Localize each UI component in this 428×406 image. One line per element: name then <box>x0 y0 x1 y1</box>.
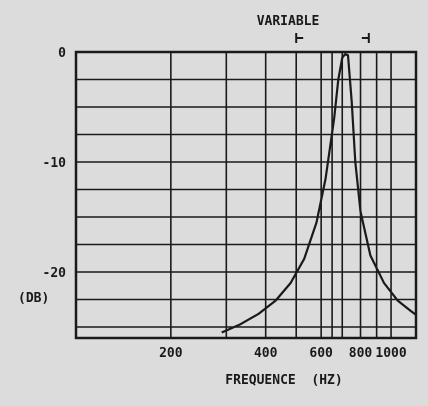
x-axis-title: FREQUENCE (HZ) <box>225 373 342 388</box>
marks-layer <box>221 53 417 334</box>
plot-area <box>74 50 418 340</box>
labels-layer: 0 -10 -20 200 400 600 800 1000 <box>43 33 407 361</box>
x-tick-label: 200 <box>159 346 183 361</box>
y-tick-label: -10 <box>43 156 67 171</box>
variable-annotation-label: VARIABLE <box>257 14 320 29</box>
response-curve <box>221 53 417 334</box>
x-tick-label: 400 <box>254 346 278 361</box>
y-axis-title: (DB) <box>18 291 49 306</box>
grid-layer <box>76 52 416 338</box>
y-tick-label: 0 <box>58 46 66 61</box>
x-tick-label: 1000 <box>375 346 406 361</box>
y-tick-label: -20 <box>43 266 67 281</box>
x-tick-label: 800 <box>349 346 373 361</box>
x-tick-label: 600 <box>309 346 333 361</box>
